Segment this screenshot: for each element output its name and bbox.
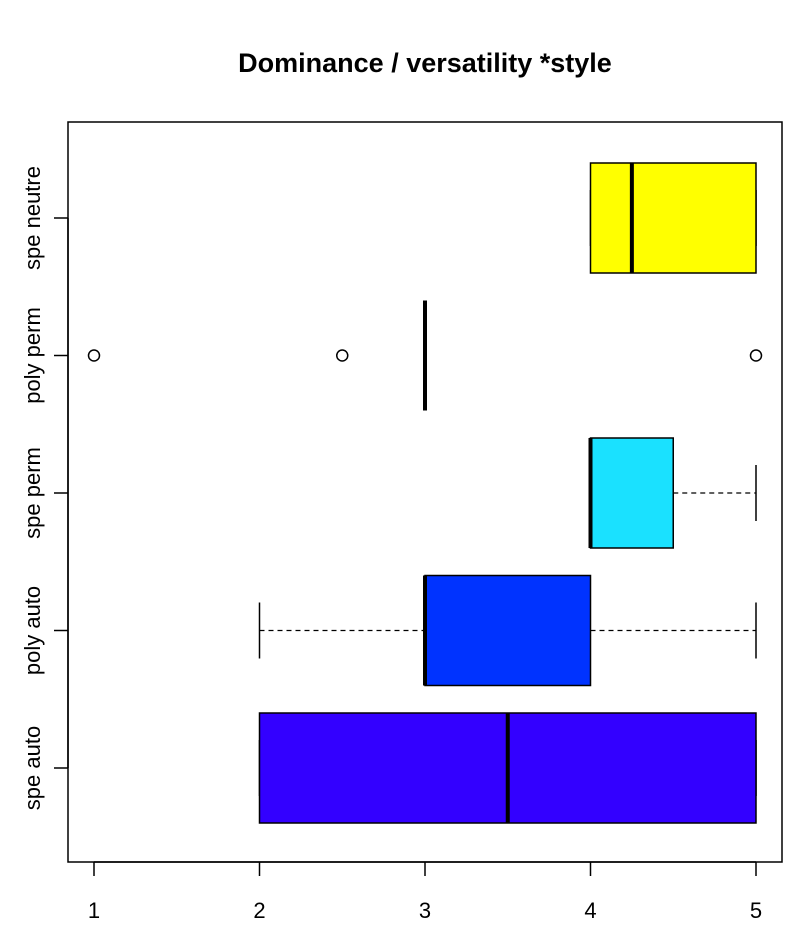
x-tick-label: 3 [419, 898, 431, 923]
box-rect [589, 162, 757, 274]
x-tick-label: 5 [750, 898, 762, 923]
box-spe-auto [258, 712, 757, 824]
y-tick-label: spe auto [20, 726, 45, 810]
y-tick-label: poly auto [20, 586, 45, 675]
outlier-point [749, 349, 763, 362]
box-rect [589, 437, 674, 549]
chart-title: Dominance / versatility *style [238, 48, 612, 78]
x-tick-label: 4 [584, 898, 596, 923]
x-tick-label: 2 [253, 898, 265, 923]
box-spe-perm [588, 437, 757, 549]
outlier-point [87, 349, 101, 362]
y-tick-label: poly perm [20, 307, 45, 404]
y-axis: spe auto poly auto spe perm poly perm spe ne… [20, 166, 69, 810]
x-tick-label: 1 [88, 898, 100, 923]
box-poly-perm [87, 300, 763, 411]
y-tick-label: spe perm [20, 447, 45, 539]
x-axis: 1 2 3 4 5 [88, 861, 762, 923]
box-rect [424, 574, 592, 687]
box-spe-neutre [589, 162, 757, 274]
outlier-point [336, 349, 349, 362]
y-tick-label: spe neutre [20, 166, 45, 270]
box-poly-auto [258, 574, 757, 687]
boxes-group [87, 162, 763, 824]
